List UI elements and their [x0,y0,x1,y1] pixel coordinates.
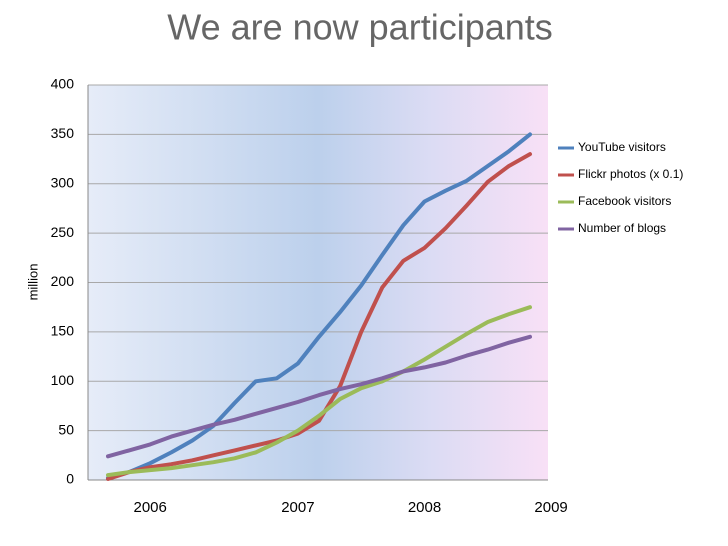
series-line [106,152,532,481]
x-tick-label: 2008 [408,499,441,516]
y-tick-label: 400 [51,76,75,92]
y-axis-label: million [25,264,40,301]
series-line [106,132,532,480]
series-line [106,305,532,478]
y-tick-label: 200 [51,273,75,289]
legend-label: Flickr photos (x 0.1) [578,167,683,181]
y-tick-label: 100 [51,372,75,388]
y-tick-label: 150 [51,323,75,339]
series-line [106,334,532,459]
y-tick-label: 300 [51,174,75,190]
legend-label: YouTube visitors [578,140,666,154]
legend-label: Facebook visitors [578,194,671,208]
y-tick-label: 350 [51,125,75,141]
chart-title: We are now participants [167,7,553,48]
y-tick-label: 0 [66,471,74,487]
y-tick-label: 250 [51,224,75,240]
x-tick-label: 2006 [134,499,167,516]
x-tick-label: 2007 [281,499,314,516]
x-tick-label: 2009 [534,499,567,516]
legend-label: Number of blogs [578,221,666,235]
y-tick-label: 50 [58,421,74,437]
